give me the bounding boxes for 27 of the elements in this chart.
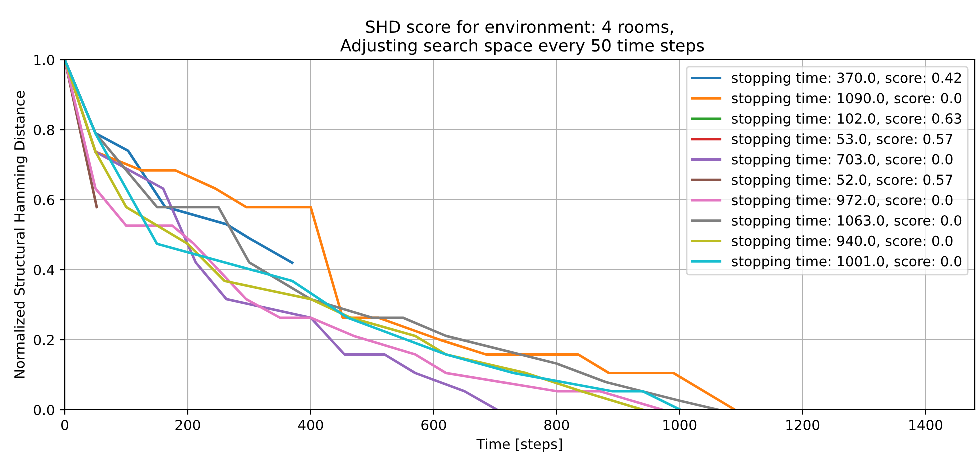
- chart-title: SHD score for environment: 4 rooms, Adjusting search space every 50 time steps: [340, 20, 704, 56]
- legend-label: stopping time: 102.0, score: 0.63: [732, 113, 962, 127]
- x-tick-label: 1000: [664, 420, 697, 430]
- y-tick-label: 0.2: [34, 334, 54, 346]
- x-tick-label: 1200: [786, 420, 820, 430]
- legend-label: stopping time: 53.0, score: 0.57: [732, 134, 952, 148]
- legend-label: stopping time: 1090.0, score: 0.0: [732, 92, 962, 106]
- x-tick-label: 800: [544, 420, 570, 430]
- legend-label: stopping time: 1001.0, score: 0.0: [732, 256, 962, 270]
- legend-label: stopping time: 370.0, score: 0.42: [732, 72, 962, 86]
- legend-label: stopping time: 940.0, score: 0.0: [732, 236, 953, 250]
- x-tick-label: 400: [298, 420, 324, 430]
- x-axis-title: Time [steps]: [476, 438, 562, 452]
- x-tick-label: 1400: [910, 420, 943, 430]
- y-tick-label: 1.0: [34, 54, 54, 66]
- x-tick-label: 0: [61, 420, 68, 430]
- x-tick-label: 600: [422, 420, 446, 430]
- y-tick-label: 0.8: [34, 124, 54, 136]
- legend-label: stopping time: 703.0, score: 0.0: [732, 154, 953, 168]
- y-tick-label: 0.0: [34, 404, 54, 416]
- y-axis-title: Normalized Structural Hamming Distance: [14, 91, 28, 378]
- x-tick-label: 200: [176, 420, 200, 430]
- y-tick-label: 0.4: [34, 264, 54, 276]
- legend-label: stopping time: 52.0, score: 0.57: [732, 174, 952, 188]
- legend-label: stopping time: 1063.0, score: 0.0: [732, 215, 962, 229]
- legend-label: stopping time: 972.0, score: 0.0: [732, 194, 953, 208]
- y-tick-label: 0.6: [34, 194, 54, 206]
